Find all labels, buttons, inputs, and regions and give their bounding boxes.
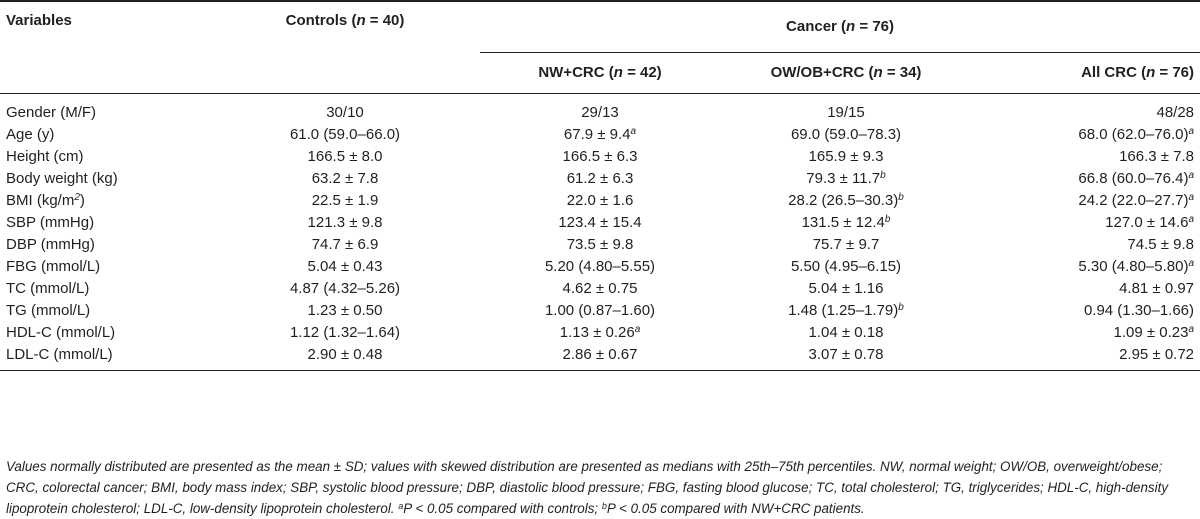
cell-variable: TC (mmol/L) — [6, 280, 90, 297]
cell-all-crc: 4.81 ± 0.97 — [1119, 280, 1195, 297]
cell-nw-crc: 22.0 ± 1.6 — [566, 192, 634, 209]
table-row: LDL-C (mmol/L) 2.90 ± 0.48 2.86 ± 0.67 3.07… — [0, 344, 1200, 370]
cell-all-crc: 74.5 ± 9.8 — [1127, 236, 1195, 253]
cell-nw-crc: 67.9 ± 9.4a — [563, 126, 637, 143]
cell-variable: Age (y) — [6, 126, 55, 143]
header-blank — [0, 52, 210, 93]
cell-controls: 61.0 (59.0–66.0) — [289, 126, 401, 143]
table-row: Body weight (kg) 63.2 ± 7.8 61.2 ± 6.3 79.3… — [0, 168, 1200, 190]
table-row: Age (y) 61.0 (59.0–66.0) 67.9 ± 9.4a 69.0 (… — [0, 124, 1200, 146]
cell-all-crc: 48/28 — [1156, 104, 1195, 121]
cell-all-crc: 127.0 ± 14.6a — [1105, 214, 1195, 231]
cell-nw-crc: 1.00 (0.87–1.60) — [544, 302, 656, 319]
table-row: Gender (M/F) 30/10 29/13 19/15 48/28 — [0, 93, 1200, 124]
cell-controls: 1.23 ± 0.50 — [307, 302, 383, 319]
cell-variable: SBP (mmHg) — [6, 214, 95, 231]
cell-ow-ob-crc: 1.48 (1.25–1.79)b — [788, 302, 904, 319]
table-row: TG (mmol/L) 1.23 ± 0.50 1.00 (0.87–1.60) 1.… — [0, 300, 1200, 322]
characteristics-table: Variables Controls (n = 40) Cancer (n = … — [0, 1, 1200, 370]
cell-ow-ob-crc: 165.9 ± 9.3 — [808, 148, 884, 165]
cell-controls: 4.87 (4.32–5.26) — [289, 280, 401, 297]
cell-all-crc: 166.3 ± 7.8 — [1119, 148, 1195, 165]
cell-ow-ob-crc: 28.2 (26.5–30.3)b — [788, 192, 904, 209]
cell-nw-crc: 29/13 — [581, 104, 619, 121]
header-blank-controls — [210, 52, 480, 93]
cell-nw-crc: 1.13 ± 0.26a — [559, 324, 641, 341]
header-controls: Controls (n = 40) — [285, 12, 405, 29]
cell-variable: LDL-C (mmol/L) — [6, 346, 113, 363]
cell-ow-ob-crc: 19/15 — [827, 104, 865, 121]
cell-controls: 166.5 ± 8.0 — [307, 148, 383, 165]
header-all-crc: All CRC (n = 76) — [1081, 64, 1195, 81]
table-row: Height (cm) 166.5 ± 8.0 166.5 ± 6.3 165.9 ±… — [0, 146, 1200, 168]
cell-all-crc: 0.94 (1.30–1.66) — [1083, 302, 1195, 319]
cell-nw-crc: 4.62 ± 0.75 — [562, 280, 638, 297]
cell-ow-ob-crc: 5.04 ± 1.16 — [808, 280, 884, 297]
cell-all-crc: 66.8 (60.0–76.4)a — [1078, 170, 1195, 187]
cell-all-crc: 68.0 (62.0–76.0)a — [1078, 126, 1195, 143]
table-header: Variables Controls (n = 40) Cancer (n = … — [0, 1, 1200, 93]
cell-variable: HDL-C (mmol/L) — [6, 324, 116, 341]
cell-all-crc: 24.2 (22.0–27.7)a — [1078, 192, 1195, 209]
cell-ow-ob-crc: 131.5 ± 12.4b — [801, 214, 891, 231]
table-footnote: Values normally distributed are presente… — [6, 459, 1169, 516]
cell-ow-ob-crc: 5.50 (4.95–6.15) — [790, 258, 902, 275]
cell-controls: 74.7 ± 6.9 — [311, 236, 379, 253]
cell-variable: Height (cm) — [6, 148, 84, 165]
cell-controls: 1.12 (1.32–1.64) — [289, 324, 401, 341]
cell-controls: 2.90 ± 0.48 — [307, 346, 383, 363]
cell-all-crc: 2.95 ± 0.72 — [1119, 346, 1195, 363]
header-nw-crc: NW+CRC (n = 42) — [538, 64, 662, 81]
table-row: BMI (kg/m2) 22.5 ± 1.9 22.0 ± 1.6 28.2 (26.… — [0, 190, 1200, 212]
header-ow-ob-crc: OW/OB+CRC (n = 34) — [770, 64, 922, 81]
table-row: TC (mmol/L) 4.87 (4.32–5.26) 4.62 ± 0.75 5.… — [0, 278, 1200, 300]
cell-ow-ob-crc: 1.04 ± 0.18 — [808, 324, 884, 341]
cell-nw-crc: 61.2 ± 6.3 — [566, 170, 634, 187]
cell-nw-crc: 5.20 (4.80–5.55) — [544, 258, 656, 275]
cell-controls: 5.04 ± 0.43 — [307, 258, 383, 275]
table-row: SBP (mmHg) 121.3 ± 9.8 123.4 ± 15.4 131.5 ±… — [0, 212, 1200, 234]
cell-nw-crc: 73.5 ± 9.8 — [566, 236, 634, 253]
cell-nw-crc: 2.86 ± 0.67 — [562, 346, 638, 363]
cell-ow-ob-crc: 69.0 (59.0–78.3) — [790, 126, 902, 143]
table-row: DBP (mmHg) 74.7 ± 6.9 73.5 ± 9.8 75.7 ± 9.7… — [0, 234, 1200, 256]
cell-variable: TG (mmol/L) — [6, 302, 91, 319]
header-row-subgroups: NW+CRC (n = 42) OW/OB+CRC (n = 34) All C… — [0, 52, 1200, 93]
cell-controls: 121.3 ± 9.8 — [307, 214, 383, 231]
cell-all-crc: 5.30 (4.80–5.80)a — [1078, 258, 1195, 275]
cell-variable: BMI (kg/m2) — [6, 192, 85, 209]
cell-all-crc: 1.09 ± 0.23a — [1113, 324, 1195, 341]
header-cancer: Cancer (n = 76) — [480, 1, 1200, 53]
table-body: Gender (M/F) 30/10 29/13 19/15 48/28 Age (y) 6… — [0, 93, 1200, 370]
cell-ow-ob-crc: 79.3 ± 11.7b — [806, 170, 886, 187]
cell-variable: FBG (mmol/L) — [6, 258, 101, 275]
cell-ow-ob-crc: 75.7 ± 9.7 — [812, 236, 880, 253]
table-row: FBG (mmol/L) 5.04 ± 0.43 5.20 (4.80–5.55) 5… — [0, 256, 1200, 278]
cell-variable: DBP (mmHg) — [6, 236, 95, 253]
cell-variable: Gender (M/F) — [6, 104, 97, 121]
cell-controls: 30/10 — [326, 104, 364, 121]
cell-controls: 63.2 ± 7.8 — [311, 170, 379, 187]
header-row-groups: Variables Controls (n = 40) Cancer (n = … — [0, 1, 1200, 53]
cell-nw-crc: 166.5 ± 6.3 — [562, 148, 638, 165]
cell-controls: 22.5 ± 1.9 — [311, 192, 379, 209]
header-variables: Variables — [6, 12, 72, 29]
cell-nw-crc: 123.4 ± 15.4 — [558, 214, 642, 231]
cell-ow-ob-crc: 3.07 ± 0.78 — [808, 346, 884, 363]
cell-variable: Body weight (kg) — [6, 170, 118, 187]
table-row: HDL-C (mmol/L) 1.12 (1.32–1.64) 1.13 ± 0.2… — [0, 322, 1200, 344]
